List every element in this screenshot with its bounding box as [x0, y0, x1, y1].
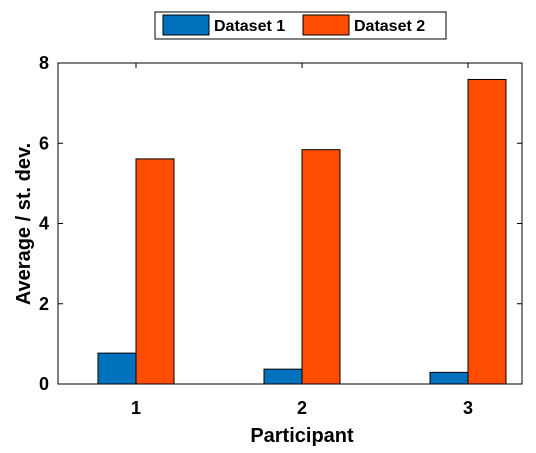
y-tick-label-4: 4 — [39, 214, 49, 234]
y-tick-label-0: 0 — [39, 374, 49, 394]
legend-label-dataset-1: Dataset 1 — [214, 18, 285, 35]
bars-group — [97, 78, 507, 385]
bar-dataset-1-participant-1 — [97, 352, 137, 385]
bar-dataset-2-participant-1 — [135, 158, 175, 385]
y-axis-title: Average / st. dev. — [13, 143, 35, 305]
legend-label-dataset-2: Dataset 2 — [354, 18, 425, 35]
legend: Dataset 1 Dataset 2 — [154, 11, 447, 40]
x-axis-ticks: 1 2 3 — [131, 63, 473, 418]
x-tick-label-3: 3 — [463, 398, 473, 418]
bar-dataset-2-participant-3 — [467, 78, 507, 385]
y-tick-label-6: 6 — [39, 133, 49, 153]
plot-area-frame — [57, 62, 523, 385]
y-axis-ticks: 0 2 4 6 8 — [39, 53, 522, 394]
x-tick-label-1: 1 — [131, 398, 141, 418]
y-tick-label-2: 2 — [39, 294, 49, 314]
legend-swatch-dataset-1 — [162, 14, 210, 36]
bar-dataset-1-participant-3 — [429, 371, 469, 385]
x-axis-title: Participant — [250, 425, 354, 447]
x-tick-label-2: 2 — [297, 398, 307, 418]
bar-dataset-2-participant-2 — [301, 149, 341, 385]
y-tick-label-8: 8 — [39, 53, 49, 73]
legend-swatch-dataset-2 — [302, 14, 350, 36]
bar-dataset-1-participant-2 — [263, 368, 303, 385]
